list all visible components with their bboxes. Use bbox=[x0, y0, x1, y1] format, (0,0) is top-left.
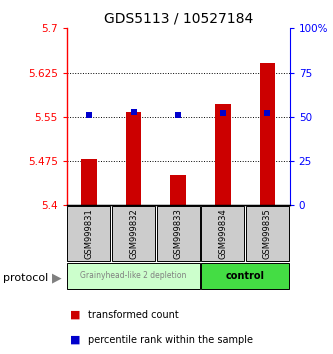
Title: GDS5113 / 10527184: GDS5113 / 10527184 bbox=[104, 12, 253, 26]
Text: transformed count: transformed count bbox=[88, 310, 179, 320]
Text: ■: ■ bbox=[70, 335, 81, 345]
Point bbox=[86, 112, 92, 118]
Text: GSM999834: GSM999834 bbox=[218, 208, 227, 259]
Point bbox=[175, 112, 181, 118]
Text: GSM999833: GSM999833 bbox=[173, 208, 183, 259]
Bar bbox=[201, 206, 244, 261]
Point bbox=[220, 110, 225, 116]
Bar bbox=[126, 112, 141, 205]
Bar bbox=[201, 263, 289, 289]
Text: ■: ■ bbox=[70, 310, 81, 320]
Text: ▶: ▶ bbox=[52, 272, 61, 284]
Bar bbox=[215, 104, 230, 205]
Text: control: control bbox=[225, 270, 265, 281]
Text: percentile rank within the sample: percentile rank within the sample bbox=[88, 335, 253, 345]
Bar bbox=[68, 263, 199, 289]
Text: GSM999832: GSM999832 bbox=[129, 208, 138, 259]
Point bbox=[131, 109, 136, 115]
Point bbox=[265, 110, 270, 116]
Text: GSM999831: GSM999831 bbox=[84, 208, 94, 259]
Bar bbox=[170, 175, 186, 205]
Text: GSM999835: GSM999835 bbox=[263, 208, 272, 259]
Text: protocol: protocol bbox=[3, 273, 49, 283]
Text: Grainyhead-like 2 depletion: Grainyhead-like 2 depletion bbox=[80, 271, 187, 280]
Bar bbox=[246, 206, 289, 261]
Bar bbox=[81, 159, 97, 205]
Bar bbox=[157, 206, 199, 261]
Bar bbox=[260, 63, 275, 205]
Bar bbox=[112, 206, 155, 261]
Bar bbox=[68, 206, 110, 261]
